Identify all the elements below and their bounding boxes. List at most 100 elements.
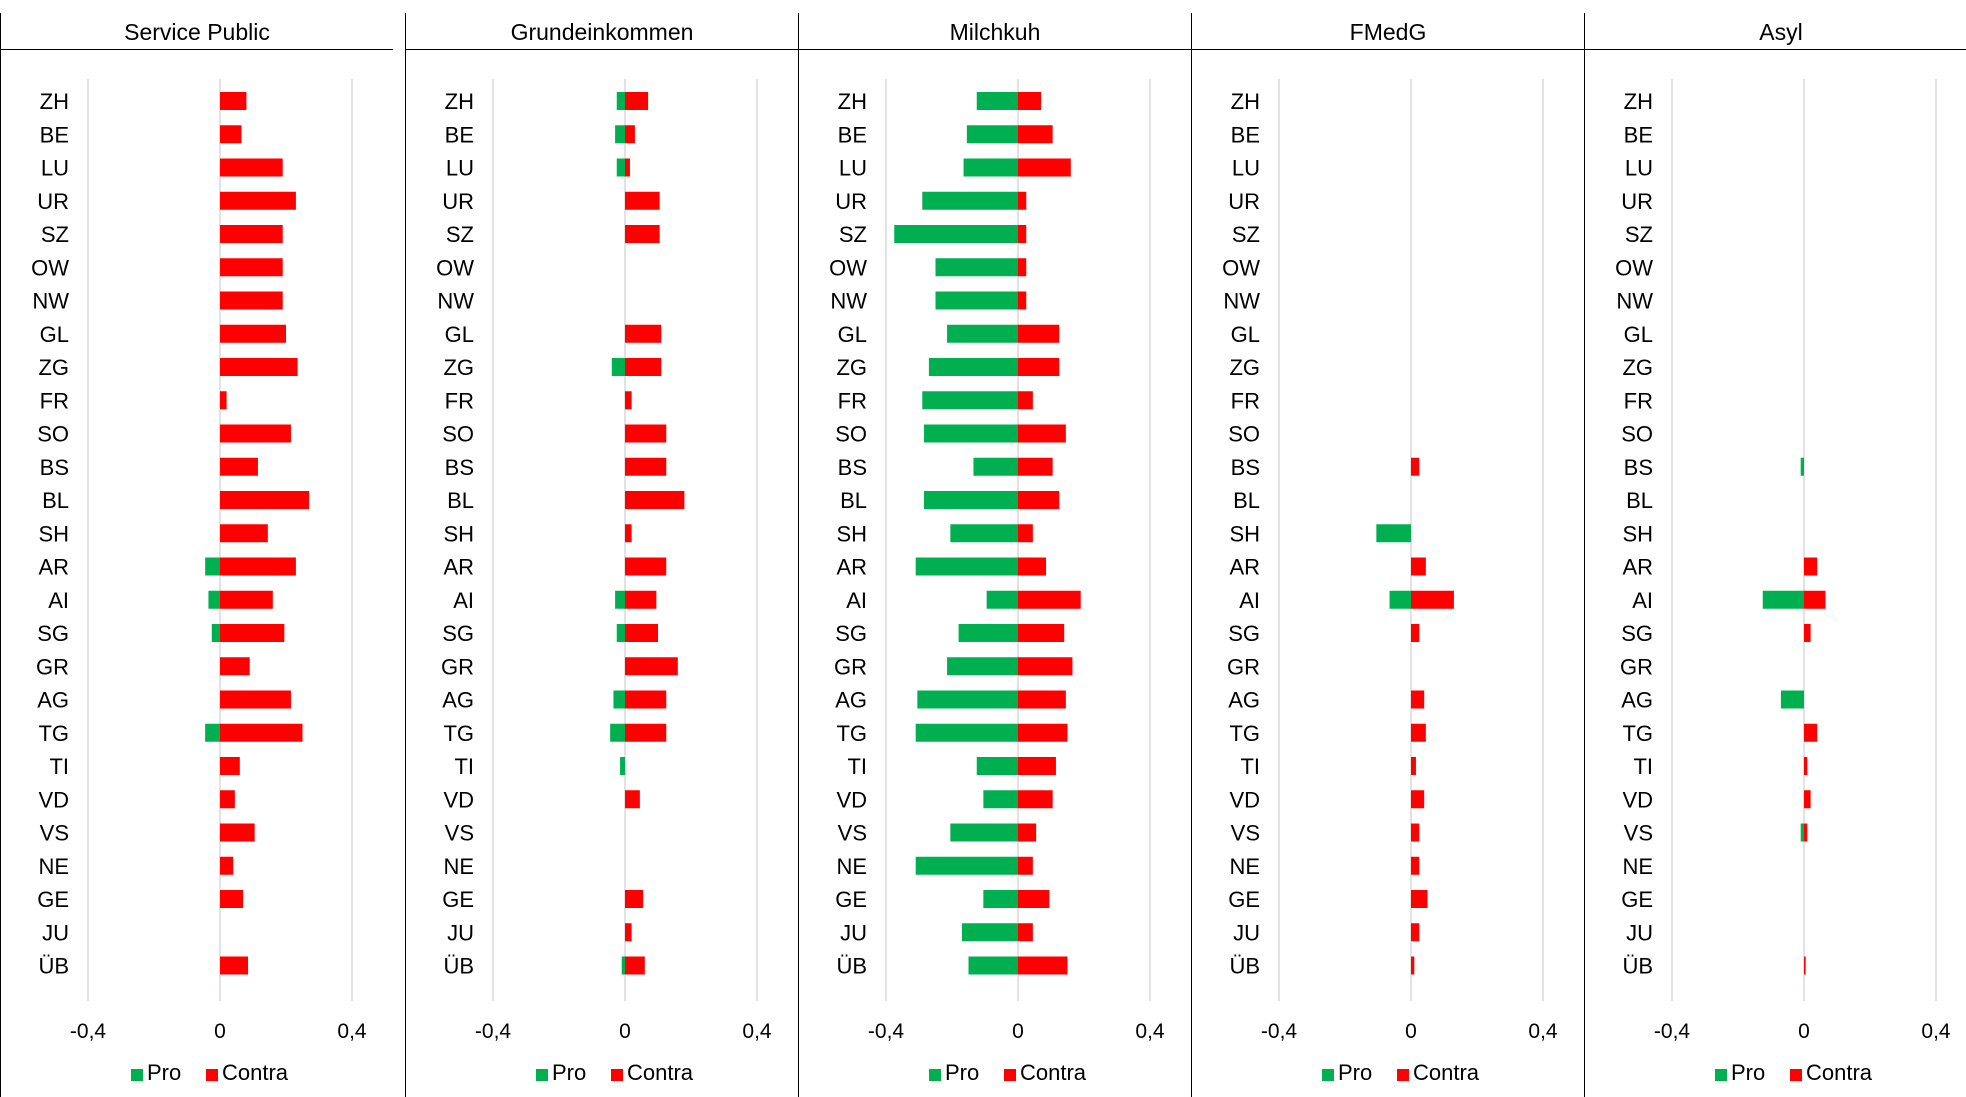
category-label: SO xyxy=(442,422,474,447)
bar-contra xyxy=(1804,823,1808,842)
bar-contra xyxy=(1804,624,1811,642)
category-label: LU xyxy=(839,156,867,181)
bar-contra xyxy=(220,823,255,842)
bar-pro xyxy=(973,457,1018,476)
bar-pro xyxy=(615,590,625,609)
category-label: SH xyxy=(38,521,69,546)
bar-contra xyxy=(1411,457,1420,476)
bar-pro xyxy=(1800,823,1804,842)
category-label: GL xyxy=(445,322,474,347)
bar-pro xyxy=(205,723,220,742)
category-label: NE xyxy=(836,854,867,879)
category-label: UR xyxy=(1228,189,1260,214)
bar-contra xyxy=(1804,757,1808,775)
legend: Pro Contra xyxy=(131,1060,289,1085)
bar-contra xyxy=(1018,324,1060,343)
category-label: TG xyxy=(443,721,474,746)
x-tick-label: -0,4 xyxy=(70,1020,107,1043)
category-label: NE xyxy=(1622,854,1653,879)
bar-pro xyxy=(947,324,1018,343)
bar-pro xyxy=(947,657,1018,676)
panel-title: FMedG xyxy=(1349,19,1427,45)
chart-plot: ZH BE LU UR SZ OW NW GL ZG FR SO BS BL SH AR AI SG GR AG TG… xyxy=(1615,79,1951,1085)
bar-contra xyxy=(1411,723,1426,742)
category-label: ZG xyxy=(1622,355,1653,380)
bar-pro xyxy=(1389,590,1411,609)
bar-contra xyxy=(220,524,268,543)
title-divider xyxy=(799,49,1191,50)
category-label: AR xyxy=(836,555,867,580)
bar-contra xyxy=(1018,923,1033,942)
category-label: TI xyxy=(454,754,474,779)
category-label: ÜB xyxy=(443,954,474,979)
category-label: TG xyxy=(38,721,69,746)
bar-contra xyxy=(1018,92,1042,110)
chart-panel: Milchkuh ZH BE LU UR SZ OW NW GL ZG FR SO BS BL SH AR AI… xyxy=(798,13,1191,1097)
bar-contra xyxy=(1411,590,1454,609)
category-label: FR xyxy=(838,388,867,413)
bar-pro xyxy=(1800,457,1804,476)
category-label: AR xyxy=(1229,555,1260,580)
bar-pro xyxy=(1780,690,1804,709)
legend: Pro Contra xyxy=(1322,1060,1480,1085)
bar-contra xyxy=(625,790,640,809)
category-label: TI xyxy=(49,754,69,779)
category-label: VD xyxy=(38,787,69,812)
category-label: JU xyxy=(42,920,69,945)
bar-contra xyxy=(625,890,644,908)
bar-pro xyxy=(983,790,1018,809)
category-label: OW xyxy=(1222,255,1260,280)
bar-pro xyxy=(616,92,625,110)
bar-contra xyxy=(1018,424,1066,443)
category-label: SZ xyxy=(1232,222,1260,247)
category-label: SO xyxy=(1228,422,1260,447)
bar-contra xyxy=(625,524,632,543)
category-label: BS xyxy=(838,455,867,480)
bar-contra xyxy=(625,923,632,942)
category-label: BE xyxy=(445,122,474,147)
category-label: SG xyxy=(37,621,69,646)
category-label: NW xyxy=(437,289,474,314)
title-divider xyxy=(406,49,798,50)
category-label: SH xyxy=(1622,521,1653,546)
bar-contra xyxy=(220,457,258,476)
legend-label-contra: Contra xyxy=(1806,1060,1873,1085)
category-label: NW xyxy=(1616,289,1653,314)
legend: Pro Contra xyxy=(536,1060,694,1085)
chart-plot: ZH BE LU UR SZ OW NW GL ZG FR SO BS BL SH AR AI SG GR AG TG… xyxy=(31,79,367,1085)
category-label: NE xyxy=(38,854,69,879)
bar-contra xyxy=(220,191,296,210)
category-label: GR xyxy=(1620,654,1653,679)
category-label: ZH xyxy=(1231,89,1260,114)
bar-contra xyxy=(220,424,291,443)
bar-contra xyxy=(1018,125,1053,144)
category-label: GR xyxy=(834,654,867,679)
category-label: GE xyxy=(835,887,867,912)
category-label: AG xyxy=(442,688,474,713)
category-label: FR xyxy=(1624,388,1653,413)
category-label: OW xyxy=(1615,255,1653,280)
legend-label-pro: Pro xyxy=(147,1060,181,1085)
category-label: GE xyxy=(1228,887,1260,912)
bar-contra xyxy=(1018,457,1053,476)
bar-contra xyxy=(1018,391,1033,410)
bar-contra xyxy=(625,457,667,476)
chart-plot: ZH BE LU UR SZ OW NW GL ZG FR SO BS BL SH AR AI SG GR AG TG… xyxy=(436,79,772,1085)
category-label: NW xyxy=(1223,289,1260,314)
title-divider xyxy=(1192,49,1584,50)
bar-contra xyxy=(220,291,283,310)
category-label: AI xyxy=(846,588,867,613)
category-label: GL xyxy=(1231,322,1260,347)
category-label: AR xyxy=(443,555,474,580)
bar-contra xyxy=(220,890,244,908)
legend-swatch-contra xyxy=(1397,1069,1409,1081)
bar-pro xyxy=(915,856,1018,875)
bar-contra xyxy=(220,491,310,509)
chart-panel: Service Public ZH BE LU UR SZ OW NW GL ZG FR SO BS BL… xyxy=(0,13,393,1097)
bar-pro xyxy=(615,125,625,144)
bar-contra xyxy=(1804,956,1806,975)
bar-contra xyxy=(1018,358,1060,376)
legend-swatch-pro xyxy=(131,1069,143,1081)
legend-label-pro: Pro xyxy=(1338,1060,1372,1085)
